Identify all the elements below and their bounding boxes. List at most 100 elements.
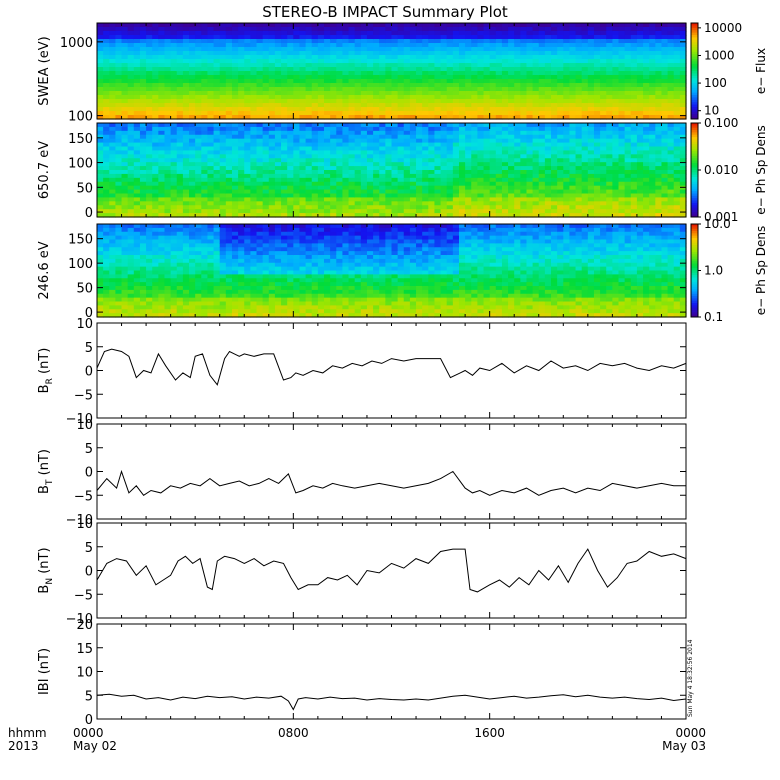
heatmap-cell — [152, 83, 159, 88]
heatmap-cell — [97, 154, 104, 159]
heatmap-cell — [127, 154, 135, 159]
heatmap-cell — [317, 130, 325, 136]
heatmap-cell — [342, 209, 350, 214]
heatmap-cell — [483, 142, 491, 148]
heatmap-cell — [182, 193, 190, 199]
heatmap-cell — [593, 39, 601, 44]
heatmap-cell — [458, 209, 466, 214]
heatmap-cell — [587, 166, 595, 171]
heatmap-cell — [324, 79, 331, 84]
heatmap-cell — [158, 209, 166, 214]
heatmap-cell — [428, 47, 436, 52]
heatmap-cell — [311, 197, 319, 202]
heatmap-cell — [127, 227, 135, 233]
heatmap-cell — [268, 115, 276, 120]
heatmap-cell — [127, 185, 135, 191]
heatmap-cell — [618, 115, 626, 120]
heatmap-cell — [176, 47, 184, 52]
heatmap-cell — [551, 138, 558, 144]
heatmap-cell — [489, 55, 497, 60]
heatmap-cell — [501, 185, 509, 191]
heatmap-cell — [514, 138, 521, 144]
heatmap-cell — [195, 173, 202, 179]
heatmap-cell — [342, 75, 350, 80]
heatmap-cell — [458, 177, 466, 183]
heatmap-cell — [532, 71, 540, 76]
heatmap-cell — [256, 91, 264, 96]
heatmap-cell — [189, 63, 196, 68]
heatmap-cell — [526, 63, 534, 68]
heatmap-cell — [544, 170, 552, 175]
heatmap-cell — [581, 87, 589, 92]
heatmap-cell — [256, 134, 264, 140]
heatmap-cell — [379, 126, 386, 132]
heatmap-cell — [281, 130, 288, 136]
heatmap-cell — [281, 79, 288, 84]
heatmap-cell — [213, 79, 221, 84]
heatmap-cell — [557, 79, 564, 84]
heatmap-cell — [673, 205, 681, 210]
heatmap-cell — [416, 39, 423, 44]
heatmap-cell — [636, 170, 644, 175]
heatmap-cell — [409, 193, 417, 199]
heatmap-cell — [207, 170, 215, 175]
heatmap-cell — [477, 95, 485, 100]
heatmap-cell — [667, 150, 675, 155]
heatmap-cell — [526, 123, 534, 128]
heatmap-cell — [311, 158, 319, 163]
heatmap-cell — [538, 177, 546, 183]
heatmap-cell — [612, 185, 620, 191]
heatmap-cell — [416, 189, 423, 195]
heatmap-cell — [158, 138, 166, 144]
heatmap-cell — [520, 27, 528, 32]
heatmap-cell — [164, 209, 172, 214]
heatmap-cell — [182, 142, 190, 148]
heatmap-cell — [109, 142, 117, 148]
heatmap-cell — [630, 173, 638, 179]
heatmap-cell — [569, 83, 577, 88]
heatmap-cell — [465, 39, 472, 44]
heatmap-cell — [207, 111, 215, 116]
heatmap-cell — [139, 166, 147, 171]
heatmap-cell — [274, 67, 282, 72]
heatmap-cell — [213, 166, 221, 171]
heatmap-cell — [397, 115, 405, 120]
heatmap-cell — [127, 142, 135, 148]
heatmap-cell — [520, 173, 528, 179]
heatmap-cell — [569, 23, 577, 28]
heatmap-cell — [581, 67, 589, 72]
heatmap-cell — [514, 162, 521, 167]
heatmap-cell — [373, 103, 380, 108]
heatmap-cell — [514, 130, 521, 136]
heatmap-cell — [127, 189, 135, 195]
heatmap-cell — [520, 23, 528, 28]
heatmap-cell — [612, 123, 620, 128]
heatmap-cell — [593, 47, 601, 52]
heatmap-cell — [446, 27, 454, 32]
heatmap-cell — [127, 205, 135, 210]
heatmap-cell — [348, 71, 356, 76]
heatmap-cell — [274, 59, 282, 64]
heatmap-cell — [544, 193, 552, 199]
heatmap-cell — [152, 213, 159, 218]
colorbar-tick-label: 100 — [704, 76, 727, 90]
heatmap-cell — [501, 193, 509, 199]
heatmap-cell — [428, 87, 436, 92]
heatmap-cell — [146, 142, 153, 148]
heatmap-cell — [195, 146, 202, 152]
heatmap-cell — [146, 79, 153, 84]
heatmap-cell — [103, 63, 110, 68]
heatmap-cell — [403, 39, 411, 44]
heatmap-cell — [544, 63, 552, 68]
heatmap-cell — [287, 142, 294, 148]
heatmap-cell — [416, 142, 423, 148]
heatmap-cell — [679, 27, 687, 32]
heatmap-cell — [501, 91, 509, 96]
heatmap-cell — [520, 205, 528, 210]
heatmap-cell — [176, 181, 184, 187]
heatmap-cell — [489, 43, 497, 48]
heatmap-cell — [330, 185, 337, 191]
heatmap-cell — [146, 130, 153, 136]
heatmap-cell — [446, 59, 454, 64]
heatmap-cell — [182, 51, 190, 56]
